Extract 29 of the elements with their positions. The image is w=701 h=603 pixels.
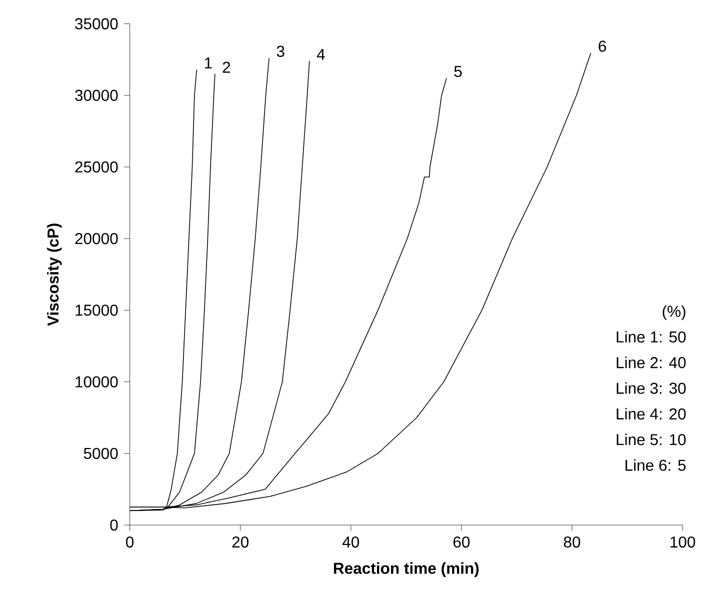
annotation: Line 5: 10 (616, 433, 686, 446)
series-label: 2 (222, 62, 230, 73)
x-axis-title: Reaction time (min) (334, 562, 479, 577)
y-tick-label: 30000 (75, 90, 118, 101)
annotation: (%) (662, 305, 686, 320)
y-tick-label: 5000 (84, 448, 118, 459)
y-tick-label: 15000 (76, 304, 118, 316)
annotation: Line 2: 40 (616, 356, 686, 368)
y-tick-label: 20000 (75, 232, 118, 244)
x-tick-label: 20 (232, 536, 248, 548)
y-tick-label: 0 (110, 519, 118, 530)
y-tick-label: 35000 (75, 18, 118, 30)
annotation: Line 3: 30 (616, 382, 686, 394)
x-tick-label: 40 (342, 536, 360, 548)
y-tick-label: 10000 (76, 376, 118, 388)
series-label: 4 (316, 48, 325, 60)
x-tick-label: 60 (453, 536, 470, 548)
annotation: Line 1: 50 (616, 330, 686, 342)
annotation: Line 4: 20 (616, 408, 686, 420)
x-tick-label: 100 (670, 536, 696, 548)
series-label: 6 (598, 40, 606, 52)
series-label: 1 (205, 57, 212, 68)
y-axis-title: Viscosity (cP) (47, 223, 62, 326)
series-label: 3 (276, 46, 284, 57)
y-tick-label: 25000 (75, 161, 118, 172)
x-tick-label: 0 (126, 536, 134, 548)
x-tick-label: 80 (564, 536, 580, 548)
annotation: Line 6: 5 (626, 459, 686, 471)
series-label: 5 (454, 66, 462, 77)
